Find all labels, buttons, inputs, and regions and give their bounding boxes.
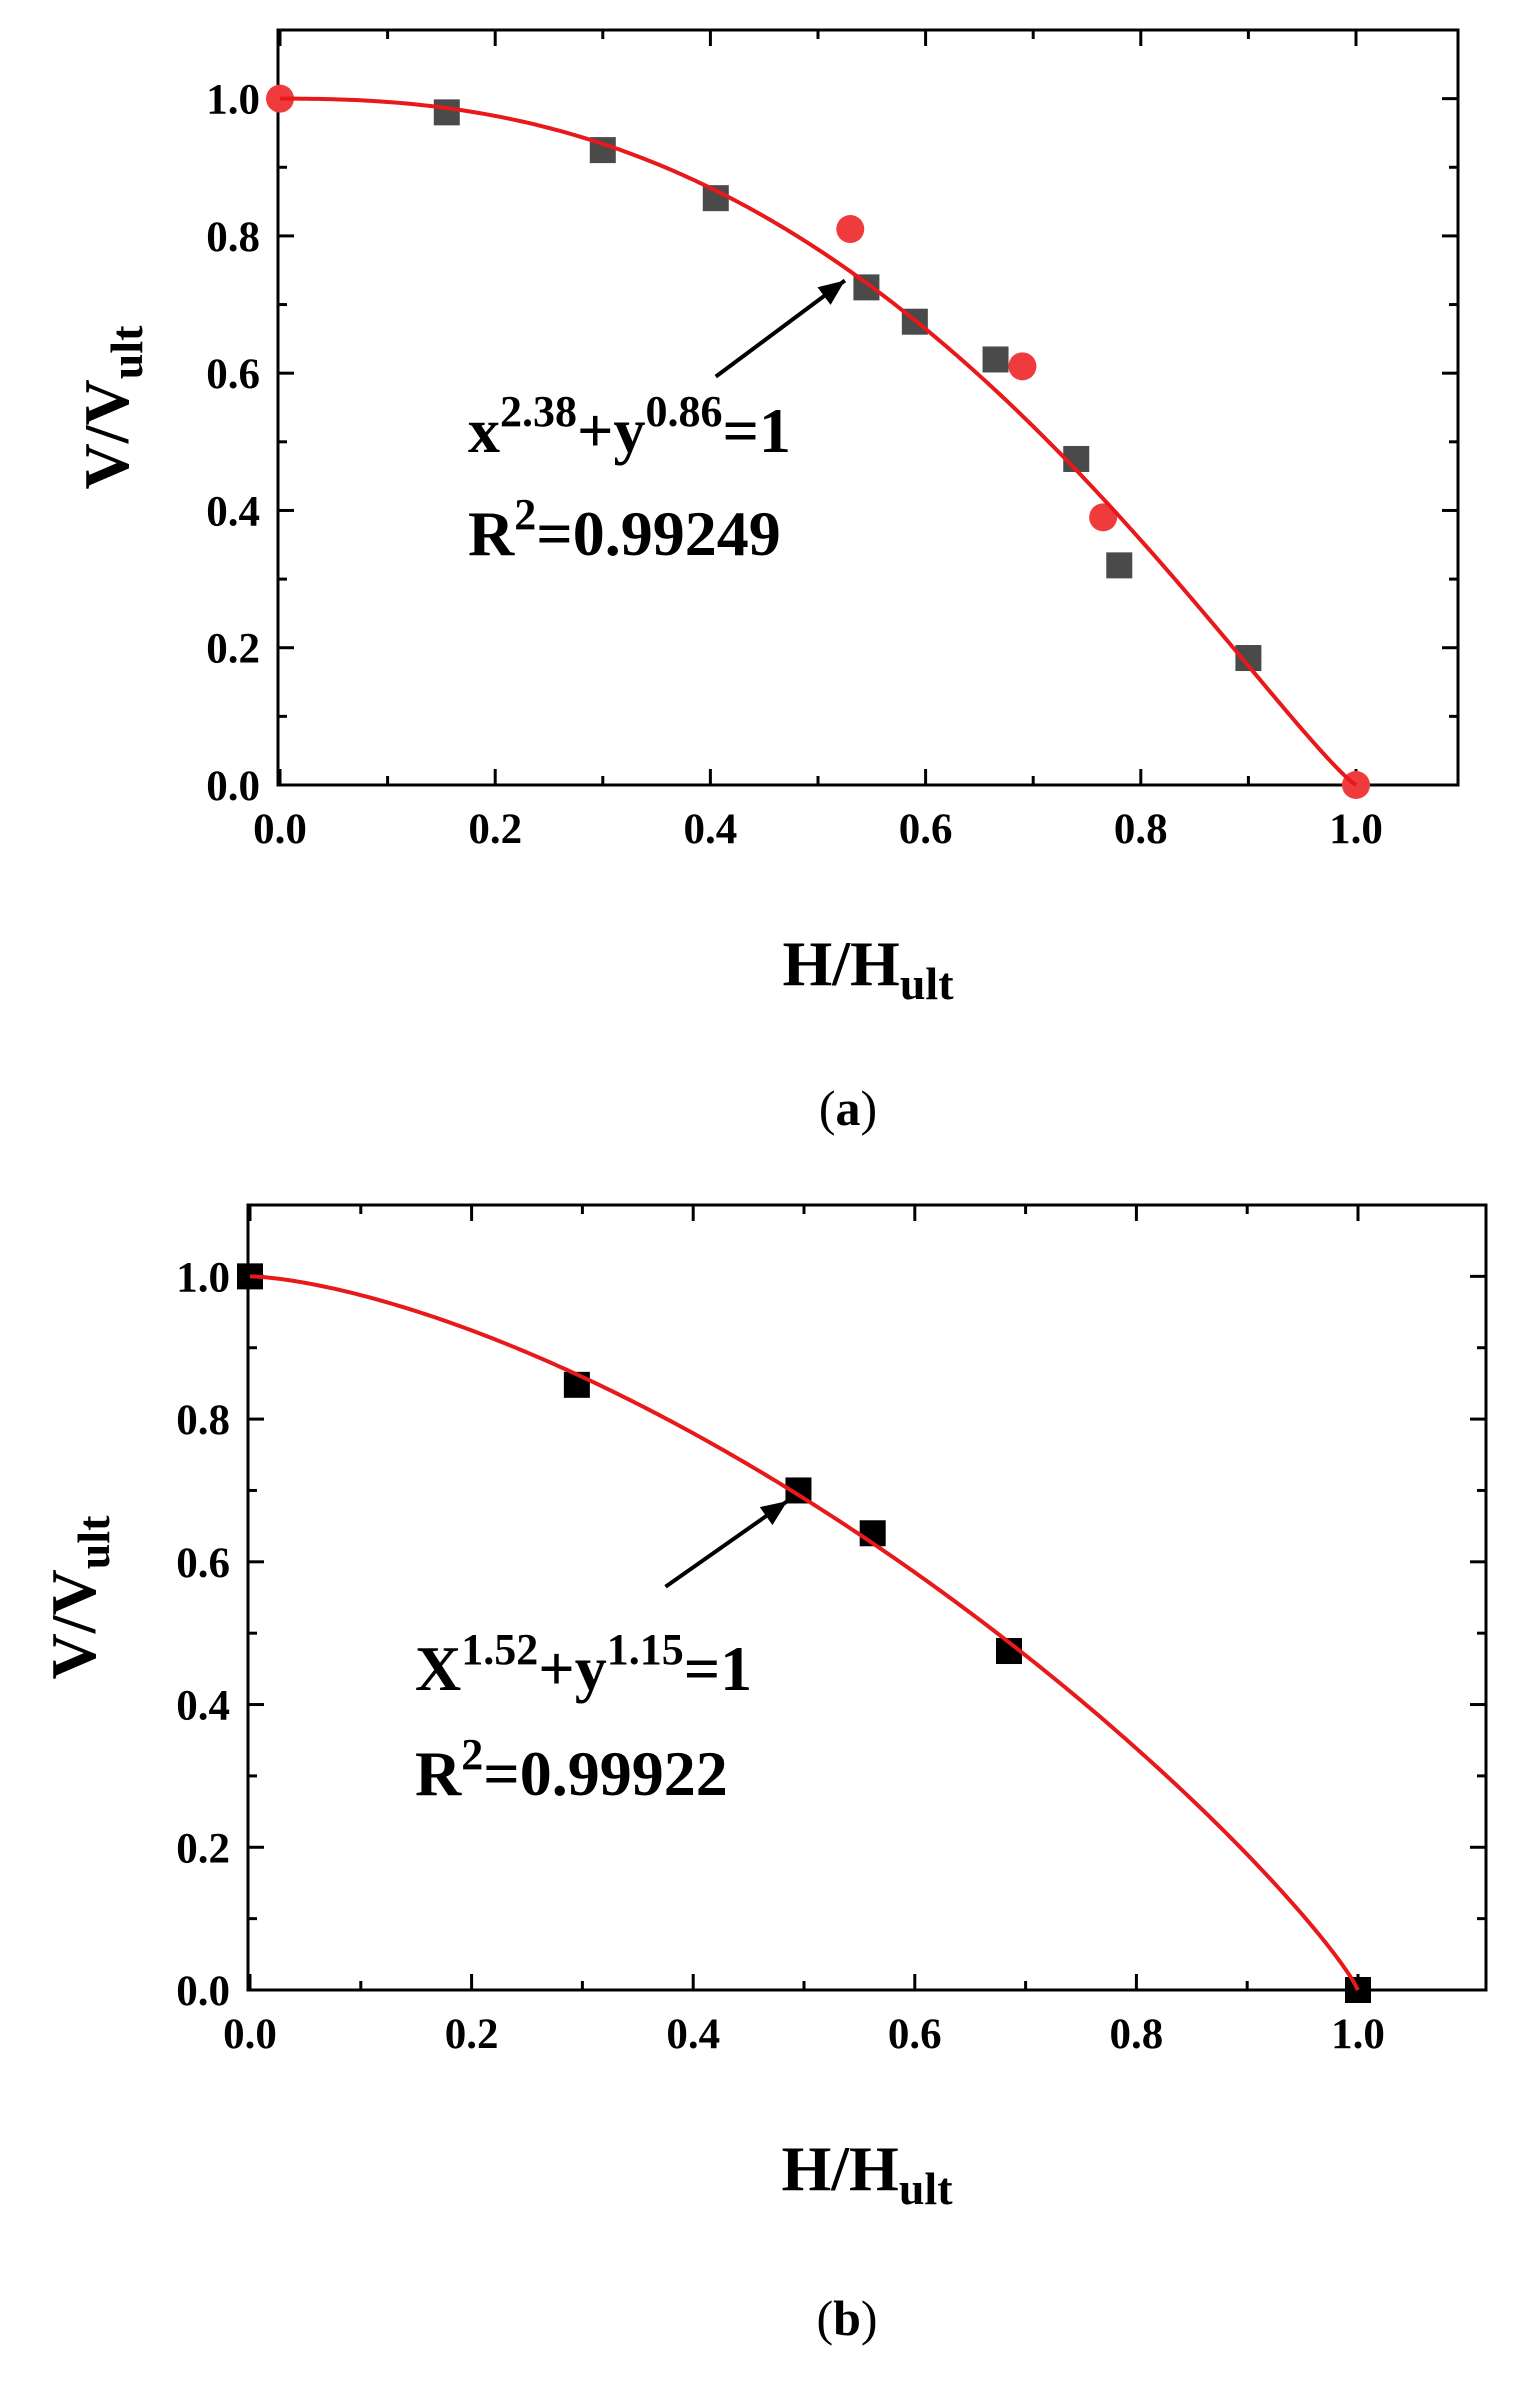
x-tick-label: 1.0 [1331, 2011, 1385, 2058]
x-tick-label: 0.4 [666, 2011, 720, 2058]
y-tick-label: 0.2 [176, 1825, 230, 1872]
data-point-square [433, 99, 460, 126]
chart-panel-b: 0.0 0.2 0.4 0.6 0.8 1.0 0.0 0.2 0.4 0.6 0.8 1.0 H/Hu… [38, 1203, 1488, 2346]
fit-curve [249, 1274, 1360, 1991]
y-tick-label: 0.0 [206, 763, 260, 810]
fit-equation: x2.38+y0.86=1 [468, 387, 791, 466]
x-axis-title: H/Hult [782, 928, 954, 1009]
x-tick-label: 1.0 [1329, 806, 1383, 853]
x-tick-label: 0.2 [445, 2011, 499, 2058]
x-axis-title: H/Hult [781, 2133, 953, 2214]
y-tick-label: 1.0 [206, 77, 260, 124]
x-tick-label: 0.0 [223, 2011, 277, 2058]
data-point-square [1106, 552, 1133, 579]
x-tick-label: 0.4 [684, 806, 738, 853]
plot-frame [276, 28, 1460, 787]
fit-equation: X1.52+y1.15=1 [415, 1625, 752, 1704]
y-tick-label: 1.0 [176, 1254, 230, 1301]
panel-label: (a) [819, 1080, 877, 1136]
data-point-circle [1008, 352, 1037, 381]
y-tick-label: 0.8 [206, 214, 260, 261]
panel-label: (b) [816, 2290, 877, 2346]
y-tick-label: 0.4 [176, 1683, 230, 1730]
x-tick-label: 0.0 [253, 806, 307, 853]
x-tick-label: 0.8 [1110, 2011, 1164, 2058]
annotation-arrow-line [714, 278, 847, 379]
chart-panel-a: 0.0 0.2 0.4 0.6 0.8 1.0 0.0 0.2 0.4 0.6 0.8 1.0 H/Hu… [71, 28, 1460, 1136]
data-point-circle [1089, 503, 1118, 532]
annotation-arrow-head [759, 1501, 788, 1526]
annotation-arrow-head [817, 280, 845, 305]
x-tick-label: 0.8 [1114, 806, 1168, 853]
y-tick-label: 0.8 [176, 1397, 230, 1444]
x-tick-label: 0.2 [468, 806, 522, 853]
plot-frame [246, 1203, 1488, 1992]
y-tick-label: 0.0 [176, 1968, 230, 2015]
y-tick-label: 0.6 [206, 351, 260, 398]
x-tick-label: 0.6 [888, 2011, 942, 2058]
r-squared: R2=0.99249 [468, 490, 781, 569]
r-squared: R2=0.99922 [415, 1730, 728, 1809]
fit-curve [280, 96, 1358, 787]
y-tick-label: 0.4 [206, 488, 260, 535]
data-point-square [982, 346, 1009, 373]
y-tick-label: 0.6 [176, 1540, 230, 1587]
y-tick-label: 0.2 [206, 626, 260, 673]
data-point-circle [836, 215, 865, 244]
x-tick-label: 0.6 [899, 806, 953, 853]
y-axis-title: V/Vult [71, 325, 152, 490]
y-axis-title: V/Vult [38, 1515, 119, 1680]
